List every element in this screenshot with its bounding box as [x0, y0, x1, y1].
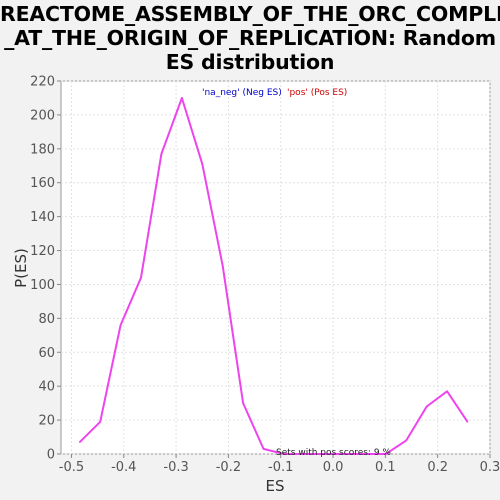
x-tick-label: -0.5: [59, 460, 84, 475]
series-line-0: [79, 97, 469, 455]
series-point: [79, 441, 81, 443]
series-point: [119, 324, 122, 326]
y-tick-label: 180: [30, 142, 55, 157]
series-point: [201, 163, 204, 165]
chart-title-line-3: ES distribution: [165, 50, 335, 74]
y-tick-label: 40: [38, 380, 55, 395]
series-layer: [79, 97, 469, 455]
y-tick-label: 60: [38, 346, 55, 361]
x-tick-label: 0.1: [375, 460, 396, 475]
y-tick-label: 140: [30, 210, 55, 225]
chart-title: REACTOME_ASSEMBLY_OF_THE_ORC_COMPLEX _AT…: [0, 2, 500, 74]
series-point: [221, 265, 224, 267]
series-point: [466, 420, 469, 423]
series-point: [385, 453, 387, 455]
x-tick-label: -0.3: [163, 460, 188, 475]
legend-neg: 'na_neg' (Neg ES): [202, 88, 282, 98]
series-point: [262, 448, 265, 450]
x-tick-label: -0.4: [111, 460, 136, 475]
y-axis-title: P(ES): [12, 248, 30, 288]
chart-title-line-1: REACTOME_ASSEMBLY_OF_THE_ORC_COMPLEX: [0, 2, 500, 26]
series-point: [99, 420, 102, 423]
series-point: [446, 390, 448, 393]
series-point: [140, 276, 142, 279]
series-point: [242, 402, 244, 404]
series-point: [181, 97, 183, 99]
series-point: [344, 453, 346, 455]
plot-area: [60, 80, 491, 455]
legend-pos: 'pos' (Pos ES): [287, 88, 347, 98]
y-tick-label: 0: [47, 448, 55, 463]
y-tick-label: 160: [30, 176, 55, 191]
axis-ticks: 0 20 40 60 80 100 120 140 160 180 200 220 -0.5 -0.4 -0…: [30, 75, 500, 476]
y-tick-label: 20: [38, 414, 55, 429]
series-point: [425, 405, 428, 408]
x-tick-label: 0.0: [323, 460, 344, 475]
pos-scores-annotation: Sets with pos scores: 9 %: [276, 448, 391, 458]
y-tick-label: 120: [30, 244, 55, 259]
y-tick-label: 200: [30, 108, 55, 123]
series-point: [405, 439, 408, 442]
series-point: [160, 153, 163, 155]
y-tick-label: 220: [30, 75, 55, 90]
grid: [61, 80, 491, 455]
x-tick-label: -0.2: [216, 460, 241, 475]
series-point: [283, 453, 285, 455]
y-tick-label: 80: [38, 312, 55, 327]
y-tick-label: 100: [30, 278, 55, 293]
chart-title-line-2: _AT_THE_ORIGIN_OF_REPLICATION: Random: [4, 26, 496, 50]
x-tick-label: -0.1: [268, 460, 293, 475]
x-axis-title: ES: [266, 477, 285, 495]
series-point: [323, 453, 326, 455]
series-point: [303, 453, 306, 455]
series-point: [364, 453, 367, 455]
x-tick-label: 0.2: [427, 460, 448, 475]
x-tick-label: 0.3: [480, 460, 500, 475]
